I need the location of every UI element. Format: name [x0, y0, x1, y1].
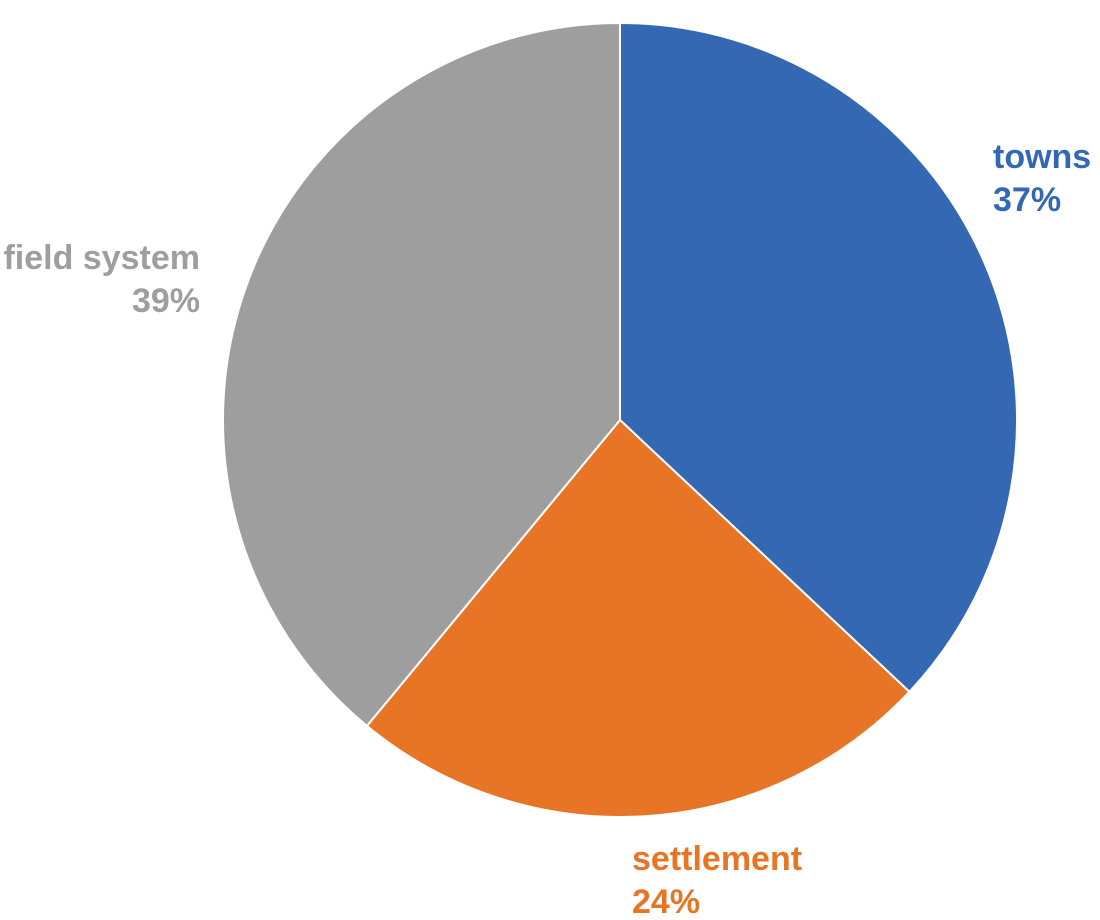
- data-label-settlement: settlement 24%: [632, 840, 802, 920]
- pie-labels: towns 37% settlement 24% field system 39%: [3, 138, 1091, 920]
- data-label-percent: 39%: [132, 282, 200, 320]
- data-label-towns: towns 37%: [993, 138, 1091, 219]
- pie-slices: [222, 21, 1018, 819]
- pie-slice-field-system: [222, 21, 621, 728]
- pie-slice-settlement: [365, 418, 911, 819]
- pie-slice-towns: [619, 21, 1018, 694]
- data-label-category: towns: [993, 138, 1091, 176]
- data-label-percent: 37%: [993, 181, 1061, 219]
- data-label-category: field system: [3, 239, 200, 277]
- data-label-category: settlement: [632, 840, 802, 878]
- data-label-percent: 24%: [632, 883, 700, 920]
- data-label-field-system: field system 39%: [3, 239, 200, 320]
